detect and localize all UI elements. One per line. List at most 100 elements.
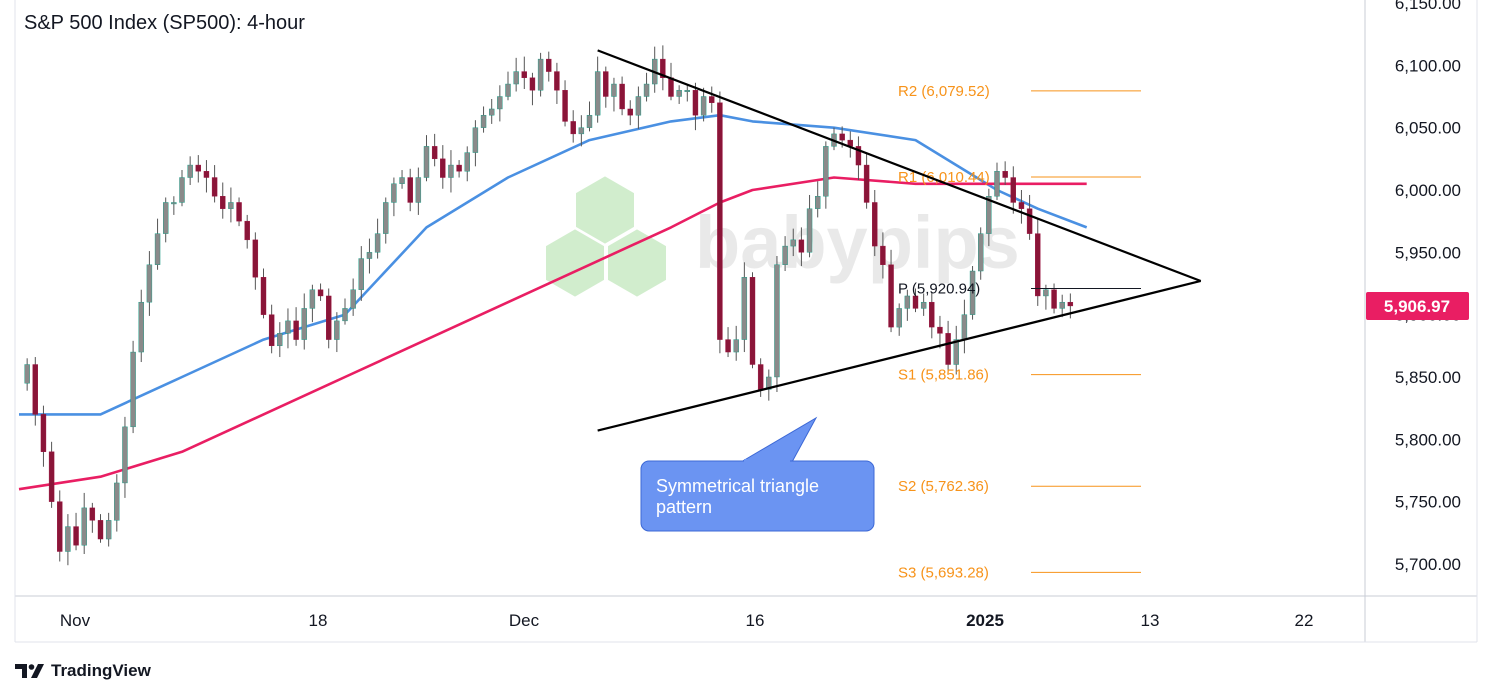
x-tick-label: 13 (1141, 611, 1160, 630)
candle-body (301, 308, 307, 340)
pivot-label: R2 (6,079.52) (898, 83, 990, 100)
candle-body (236, 202, 242, 222)
triangle-lower-trendline (597, 279, 1202, 432)
candle-body (480, 114, 487, 128)
callout-text-line-2: pattern (656, 497, 712, 517)
candle-body (293, 320, 299, 340)
candle-body (358, 258, 364, 290)
candle-body (741, 277, 748, 340)
candle-body (171, 202, 177, 205)
candle-body (89, 507, 96, 521)
candle-body (945, 333, 951, 365)
candle-body (105, 520, 112, 540)
candle-body (823, 146, 829, 197)
candle-body (733, 339, 739, 353)
callout-joint (744, 459, 790, 463)
price-axis[interactable]: 6,150.00 6,100.00 6,050.00 6,000.00 5,950.00… (1366, 0, 1469, 574)
candle-body (937, 326, 943, 334)
candle-body (399, 177, 405, 184)
candle-body (211, 177, 218, 197)
candle-body (513, 71, 519, 85)
moving-average-line-1 (19, 113, 1088, 416)
candle-body (562, 90, 568, 122)
candle-body (749, 277, 756, 365)
candle-body (594, 71, 601, 116)
pivot-label: S2 (5,762.36) (898, 478, 989, 495)
babypips-watermark: babypips (546, 176, 1020, 297)
tradingview-footer[interactable]: TradingView (15, 658, 151, 684)
watermark-cube-icon (608, 229, 666, 297)
time-axis[interactable]: Nov 18 Dec 16 2025 13 22 (60, 611, 1314, 630)
candle-body (521, 71, 527, 78)
candle-body (130, 351, 136, 428)
candle-body (790, 239, 796, 247)
candle-body (97, 520, 104, 540)
candle-body (994, 171, 1000, 197)
candle-body (431, 146, 438, 160)
candle-body (619, 83, 625, 110)
candle-body (643, 83, 650, 97)
candle-body (244, 220, 250, 241)
candle-body (24, 364, 30, 384)
candle-body (228, 202, 234, 209)
watermark-cube-icon (546, 229, 604, 297)
candle-body (815, 196, 821, 209)
candle-body (472, 127, 479, 153)
candle-body (505, 83, 511, 97)
candle-body (464, 152, 470, 172)
candle-body (252, 239, 259, 278)
candle-body (1018, 202, 1025, 209)
candle-body (309, 289, 316, 309)
chart-title: S&P 500 Index (SP500): 4-hour (24, 12, 305, 34)
candle-body (179, 177, 185, 203)
y-tick-label: 5,950.00 (1395, 243, 1461, 262)
watermark-text: babypips (695, 201, 1020, 284)
callout-box (640, 460, 875, 532)
candle-body (32, 364, 38, 415)
candle-body (912, 295, 919, 309)
candle-body (162, 202, 169, 234)
candle-body (1026, 208, 1033, 234)
candle-body (317, 289, 324, 297)
candle-body (872, 202, 878, 247)
candle-body (1059, 301, 1065, 309)
y-tick-label: 6,150.00 (1395, 0, 1461, 13)
candle-body (366, 252, 373, 259)
x-tick-label: 16 (746, 611, 765, 630)
candle-body (880, 245, 886, 265)
y-tick-label: 5,800.00 (1395, 430, 1461, 449)
pivot-label: S3 (5,693.28) (898, 564, 989, 581)
candle-body (138, 301, 144, 353)
candle-body (1067, 301, 1074, 307)
y-tick-label: 6,000.00 (1395, 181, 1461, 200)
candlestick-series[interactable] (24, 45, 1074, 566)
y-tick-label: 6,100.00 (1395, 56, 1461, 75)
candle-body (668, 77, 674, 97)
candle-body (611, 83, 617, 97)
candle-body (456, 164, 462, 172)
candle-body (81, 507, 87, 546)
candle-body (114, 482, 120, 521)
triangle-upper-trendline (597, 49, 1202, 283)
callout-text-line-1: Symmetrical triangle (656, 476, 819, 496)
candle-body (717, 102, 723, 340)
tradingview-logo-icon (15, 664, 44, 678)
candle-body (391, 183, 397, 203)
x-tick-label: 22 (1295, 611, 1314, 630)
candle-body (635, 96, 642, 116)
y-tick-label: 5,850.00 (1395, 368, 1461, 387)
candle-body (554, 71, 560, 91)
callout-pointer (739, 416, 818, 463)
candle-body (1010, 177, 1016, 203)
candle-body (904, 295, 911, 309)
candle-body (774, 264, 780, 378)
candle-body (855, 146, 862, 166)
candle-body (700, 96, 707, 116)
candle-body (489, 108, 495, 116)
candle-body (537, 58, 544, 91)
candle-body (603, 71, 609, 97)
candle-body (798, 239, 805, 253)
candle-body (220, 196, 226, 209)
candle-body (863, 164, 870, 203)
